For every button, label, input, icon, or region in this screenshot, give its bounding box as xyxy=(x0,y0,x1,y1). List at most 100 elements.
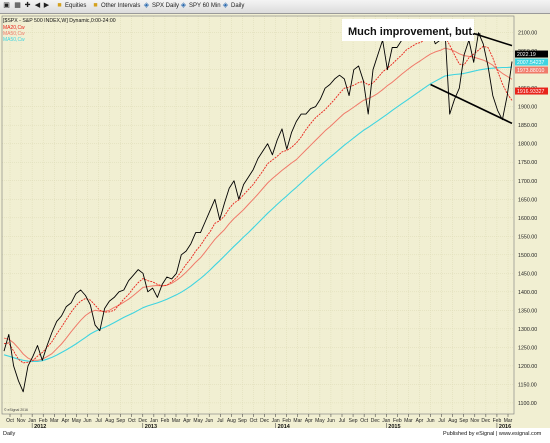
daily-button[interactable]: ◈ Daily xyxy=(222,1,245,12)
price-labels: 2022.19 2007.54237 1973.88010 1916.93327 xyxy=(515,50,548,95)
year-label: 2016 xyxy=(499,424,511,430)
annotation-box xyxy=(342,19,474,41)
price-label-text: 1973.88010 xyxy=(517,68,545,74)
legend-ma50-second: MA50,Cw xyxy=(3,37,25,43)
grid-icon: ▦ xyxy=(14,1,21,9)
price-label-box xyxy=(515,58,548,66)
y-tick-label: 1100.00 xyxy=(518,401,537,407)
price-label-box xyxy=(515,66,548,74)
channel-lower-line xyxy=(430,83,513,125)
year-label: 2014 xyxy=(278,424,291,430)
x-tick-label: Jul xyxy=(95,418,101,424)
x-tick-label: Feb xyxy=(39,418,48,424)
crosshair-button[interactable]: ✚ xyxy=(24,1,33,12)
spx-daily-label: SPX Daily xyxy=(152,3,180,9)
forward-arrow-icon: ▶ xyxy=(43,1,50,9)
x-tick-label: May xyxy=(315,418,325,424)
other-intervals-button[interactable]: ■ Other Intervals xyxy=(92,1,140,12)
forward-button[interactable]: ▶ xyxy=(43,1,52,12)
x-tick-label: Apr xyxy=(183,418,191,424)
x-tick-label: Mar xyxy=(504,418,513,424)
equities-button[interactable]: ■ Equities xyxy=(56,1,86,12)
x-tick-label: Jan xyxy=(150,418,158,424)
x-tick-label: Oct xyxy=(250,418,258,424)
new-window-button[interactable]: ▣ xyxy=(3,1,12,12)
legend-ma50: MA50,Cw xyxy=(3,31,25,37)
spy-60min-button[interactable]: ◈ SPY 60 Min xyxy=(180,1,221,12)
back-arrow-icon: ◀ xyxy=(34,1,41,9)
x-tick-label: Jan xyxy=(28,418,36,424)
toolbar: ▣ ▦ ✚ ◀ ▶ ■ Equities ■ Other Intervals ◈ SP… xyxy=(0,0,550,14)
y-tick-label: 1750.00 xyxy=(518,160,537,166)
new-window-icon: ▣ xyxy=(3,1,10,9)
footer-bar xyxy=(0,428,550,438)
x-tick-label: Sep xyxy=(116,418,125,424)
x-tick-label: Oct xyxy=(128,418,136,424)
chart-icon: ◈ xyxy=(180,1,187,9)
x-tick-label: Sep xyxy=(459,418,468,424)
x-tick-label: Mar xyxy=(172,418,181,424)
equities-label: Equities xyxy=(65,3,87,9)
y-tick-label: 1350.00 xyxy=(518,308,537,314)
back-button[interactable]: ◀ xyxy=(34,1,43,12)
x-tick-label: Nov xyxy=(470,418,479,424)
x-tick-label: Feb xyxy=(393,418,402,424)
y-tick-label: 1650.00 xyxy=(518,197,537,203)
y-tick-label: 1150.00 xyxy=(518,382,537,388)
y-tick-label: 1800.00 xyxy=(518,142,537,148)
annotation-text: Much improvement, but... xyxy=(348,26,481,38)
y-tick-label: 1300.00 xyxy=(518,327,537,333)
folder-icon: ■ xyxy=(93,1,98,9)
x-tick-label: Aug xyxy=(448,418,457,424)
x-axis: Oct Nov Jan Feb Mar Apr May Jun Jul Aug Sep Oct Dec J… xyxy=(6,414,513,430)
x-tick-label: Feb xyxy=(161,418,170,424)
price-label-text: 2022.19 xyxy=(517,52,536,58)
footer-right: Published by eSignal | www.esignal.com xyxy=(443,431,542,437)
x-tick-label: Apr xyxy=(416,418,424,424)
y-tick-label: 2100.00 xyxy=(518,31,537,37)
spx-daily-button[interactable]: ◈ SPX Daily xyxy=(143,1,179,12)
crosshair-icon: ✚ xyxy=(24,1,31,9)
series-line-ma50b xyxy=(3,66,513,362)
x-tick-label: Jun xyxy=(205,418,213,424)
x-tick-label: Jun xyxy=(427,418,435,424)
x-tick-label: Apr xyxy=(305,418,313,424)
year-label: 2013 xyxy=(145,424,157,430)
y-tick-label: 1600.00 xyxy=(518,216,537,222)
daily-label: Daily xyxy=(231,3,245,9)
year-label: 2012 xyxy=(34,424,46,430)
x-tick-label: Jan xyxy=(382,418,390,424)
x-tick-label: May xyxy=(72,418,82,424)
spy-60min-label: SPY 60 Min xyxy=(189,3,221,9)
y-tick-label: 1700.00 xyxy=(518,179,537,185)
price-label-box xyxy=(515,50,548,58)
chart-header: [$SPX - S&P 500 INDEX,W] Dynamic,0:00-24… xyxy=(3,18,116,24)
x-tick-label: Dec xyxy=(481,418,490,424)
grid-button[interactable]: ▦ xyxy=(14,1,23,12)
x-tick-label: Jul xyxy=(438,418,444,424)
x-tick-label: Aug xyxy=(227,418,236,424)
chart-icon: ◈ xyxy=(143,1,150,9)
x-tick-label: Dec xyxy=(138,418,147,424)
plot-border xyxy=(1,15,515,415)
series-line-ma50 xyxy=(3,47,513,361)
chart-background xyxy=(0,14,550,438)
chart-icon: ◈ xyxy=(222,1,229,9)
x-tick-label: Jan xyxy=(272,418,280,424)
x-tick-label: Nov xyxy=(17,418,26,424)
y-tick-label: 1850.00 xyxy=(518,123,537,129)
x-tick-label: Feb xyxy=(282,418,291,424)
x-tick-label: Dec xyxy=(371,418,380,424)
y-tick-label: 1200.00 xyxy=(518,364,537,370)
y-tick-label: 1400.00 xyxy=(518,290,537,296)
x-tick-label: Sep xyxy=(349,418,358,424)
x-tick-label: Jul xyxy=(339,418,345,424)
x-tick-label: Jun xyxy=(327,418,335,424)
y-tick-label: 1550.00 xyxy=(518,234,537,240)
y-tick-label: 1500.00 xyxy=(518,253,537,259)
legend-ma20: MA20,Cw xyxy=(3,25,25,31)
price-chart[interactable]: [$SPX - S&P 500 INDEX,W] Dynamic,0:00-24… xyxy=(0,14,550,438)
x-tick-label: Dec xyxy=(260,418,269,424)
y-axis: 1100.00 1150.00 1200.00 1250.00 1300.00 1350.… xyxy=(518,31,537,407)
x-tick-label: Mar xyxy=(293,418,302,424)
